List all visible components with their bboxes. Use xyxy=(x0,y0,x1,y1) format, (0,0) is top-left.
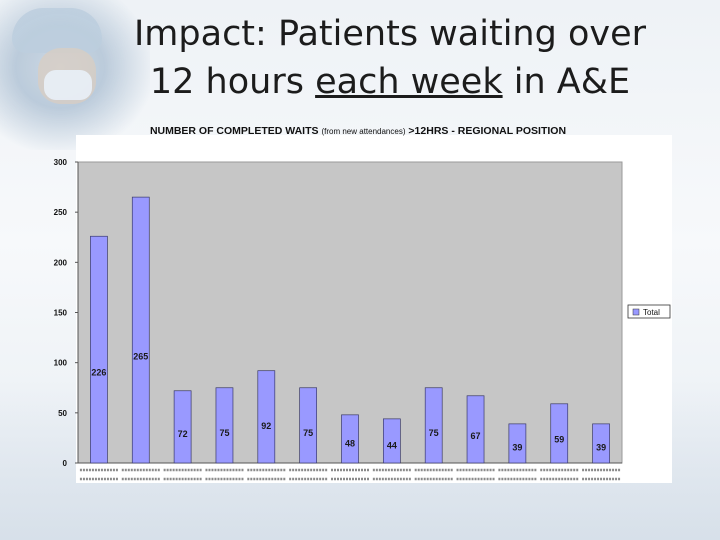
y-tick-label: 100 xyxy=(54,359,68,368)
background-surgeon-photo xyxy=(0,0,150,150)
y-tick-label: 250 xyxy=(54,208,68,217)
bar-data-label: 226 xyxy=(91,367,106,377)
y-tick-label: 50 xyxy=(58,409,67,418)
bar xyxy=(550,403,569,464)
bar-data-label: 67 xyxy=(471,431,481,441)
bar xyxy=(299,387,318,464)
x-axis-labels xyxy=(79,468,621,481)
chart-title: NUMBER OF COMPLETED WAITS (from new atte… xyxy=(150,125,566,137)
bar-data-label: 75 xyxy=(429,428,439,438)
legend-label: Total xyxy=(643,308,660,317)
y-tick-label: 0 xyxy=(63,459,68,468)
chart-title-paren: (from new attendances) xyxy=(321,127,405,136)
title-line-1: Impact: Patients waiting over xyxy=(133,14,646,54)
surgical-cap-shape xyxy=(12,8,102,53)
bar xyxy=(592,423,610,464)
y-tick-label: 150 xyxy=(54,309,68,318)
bar xyxy=(508,423,527,464)
bar-data-label: 39 xyxy=(596,442,606,452)
bar-data-label: 75 xyxy=(303,428,313,438)
bar xyxy=(382,418,401,464)
y-tick-label: 200 xyxy=(54,258,68,267)
bar-data-label: 44 xyxy=(387,440,397,450)
title-underlined: each week xyxy=(315,62,503,102)
bar xyxy=(131,196,150,464)
legend-swatch xyxy=(632,308,640,316)
bar xyxy=(466,395,485,464)
bar xyxy=(173,390,192,464)
slide-title: Impact: Patients waiting over 12 hours e… xyxy=(100,10,680,106)
bar xyxy=(424,387,443,464)
bar-data-label: 39 xyxy=(512,442,522,452)
bar xyxy=(90,235,108,464)
chart-title-tail: >12HRS - REGIONAL POSITION xyxy=(408,125,566,137)
chart-title-main: NUMBER OF COMPLETED WAITS xyxy=(150,125,319,137)
bar-data-label: 265 xyxy=(133,352,148,362)
legend: Total xyxy=(627,304,671,319)
bar-data-label: 59 xyxy=(554,434,564,444)
bar xyxy=(215,387,234,464)
bar xyxy=(341,414,359,464)
title-line-2a: 12 hours xyxy=(149,62,316,102)
surgical-mask-shape xyxy=(44,70,92,100)
y-tick-label: 300 xyxy=(54,158,68,167)
bar-data-label: 72 xyxy=(178,429,188,439)
plot-area xyxy=(77,161,623,464)
title-line-2b: in A&E xyxy=(502,62,631,102)
bar-data-label: 75 xyxy=(219,428,229,438)
bar-data-label: 92 xyxy=(261,421,271,431)
bar-data-label: 48 xyxy=(345,439,355,449)
bar xyxy=(257,370,276,464)
bars-group: 226 265 72 75 92 75 48 44 75 67 39 59 39 xyxy=(90,196,610,464)
